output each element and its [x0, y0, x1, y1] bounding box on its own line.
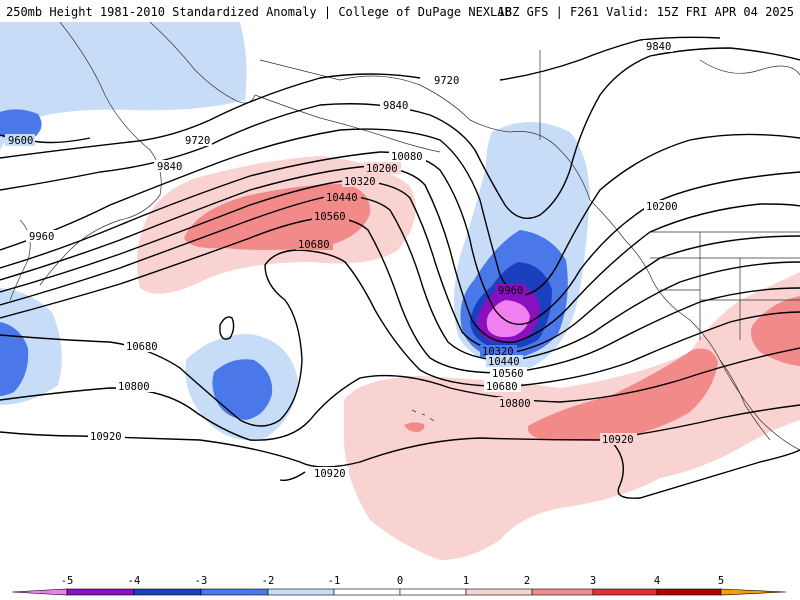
contour-10680-main — [0, 249, 800, 427]
model-run-info: 18Z GFS | F261 Valid: 15Z FRI APR 04 202… — [497, 5, 794, 19]
colorbar-swatch-zero-neg — [333, 588, 401, 596]
neg-anomaly-trough-m5 — [486, 300, 530, 338]
contour-10320 — [0, 179, 800, 353]
contour-10800 — [0, 347, 800, 441]
colorbar-tick: -1 — [328, 575, 341, 587]
contour-10440 — [0, 195, 800, 361]
colorbar-swatch-p4 — [656, 588, 722, 596]
hudson-bay-coast — [699, 59, 800, 76]
colorbar-tick: -2 — [262, 575, 275, 587]
aleutian-chain — [254, 94, 441, 153]
baja-coast — [719, 359, 771, 441]
height-contours — [0, 36, 800, 499]
neg-anomaly-west-core — [0, 322, 29, 396]
colorbar-swatch-m4 — [66, 588, 135, 596]
contour-label: 9840 — [646, 41, 671, 53]
contour-label: 10800 — [118, 381, 150, 393]
contour-label: 10800 — [499, 398, 531, 410]
contour-label: 10920 — [314, 468, 346, 480]
contour-label: 10320 — [344, 176, 376, 188]
colorbar-swatch-zero-pos — [399, 588, 467, 596]
contour-label: 9840 — [383, 100, 408, 112]
map-header: 250mb Height 1981-2010 Standardized Anom… — [0, 0, 800, 22]
hawaii-islands — [411, 409, 435, 422]
contour-10920-main — [0, 404, 800, 468]
colorbar-swatch-p1 — [465, 588, 533, 596]
contour-label: 10440 — [488, 356, 520, 368]
contour-label: 10200 — [646, 201, 678, 213]
colorbar-swatch-m1 — [267, 588, 335, 596]
neg-anomaly-northwest — [0, 22, 247, 150]
colorbar-tick: 5 — [718, 575, 724, 587]
contour-label: 9960 — [29, 231, 54, 243]
colorbar-tick: 3 — [590, 575, 596, 587]
neg-anomaly-cutoff-core — [212, 359, 273, 420]
alaska-coast — [259, 59, 591, 201]
contour-label: 9720 — [185, 135, 210, 147]
contour-label: 9600 — [8, 135, 33, 147]
pos-anomaly-ridge-core — [184, 184, 371, 250]
contour-label: 10680 — [298, 239, 330, 251]
colorbar-tick: 4 — [654, 575, 660, 587]
bc-coast — [589, 199, 761, 421]
colorbar-swatches — [11, 588, 787, 596]
pos-anomaly-small-spot — [404, 422, 425, 432]
contour-label: 10920 — [602, 434, 634, 446]
contour-label: 10440 — [326, 192, 358, 204]
colorbar-tick: 1 — [463, 575, 469, 587]
colorbar-swatch-m5 — [11, 588, 68, 596]
contour-9720-east — [499, 36, 721, 81]
height-anomaly-map: 9600 9720 9720 9840 9840 9840 9960 9960 … — [0, 22, 800, 572]
colorbar-tick: 0 — [397, 575, 403, 587]
contour-9840-west — [0, 47, 800, 219]
contour-10200 — [0, 165, 800, 344]
neg-anomaly-northwest-core — [0, 109, 42, 139]
anomaly-shading — [0, 22, 800, 560]
contour-label: 10920 — [90, 431, 122, 443]
pos-anomaly-east-core — [751, 296, 800, 366]
colorbar-tick: -3 — [195, 575, 208, 587]
contour-label: 9840 — [157, 161, 182, 173]
us-state-lines — [650, 232, 800, 340]
colorbar-swatch-p2 — [531, 588, 594, 596]
colorbar-swatch-p3 — [592, 588, 658, 596]
contour-label: 10560 — [492, 368, 524, 380]
asia-coast — [39, 22, 162, 286]
map-title: 250mb Height 1981-2010 Standardized Anom… — [6, 5, 512, 19]
contour-10920-south — [279, 439, 800, 499]
contour-label: 10680 — [126, 341, 158, 353]
colorbar-tick: -5 — [61, 575, 74, 587]
contour-10080 — [0, 151, 800, 325]
contour-9960 — [0, 128, 800, 296]
colorbar-swatch-m3 — [133, 588, 202, 596]
colorbar-tick: 2 — [524, 575, 530, 587]
contour-label: 10080 — [391, 151, 423, 163]
contour-label: 9720 — [434, 75, 459, 87]
contour-10680-loop — [219, 316, 235, 340]
anomaly-colorbar: -5 -4 -3 -2 -1 0 1 2 3 4 5 — [0, 572, 800, 600]
colorbar-swatch-m2 — [200, 588, 269, 596]
mexico-coast — [759, 419, 800, 451]
colorbar-ticks: -5 -4 -3 -2 -1 0 1 2 3 4 5 — [61, 575, 724, 587]
colorbar-tick: -4 — [128, 575, 141, 587]
contour-label: 9960 — [498, 285, 523, 297]
contour-labels: 9600 9720 9720 9840 9840 9840 9960 9960 … — [5, 40, 681, 480]
contour-10560 — [0, 217, 800, 374]
contour-label: 10200 — [366, 163, 398, 175]
contour-label: 10680 — [486, 381, 518, 393]
contour-label: 10560 — [314, 211, 346, 223]
colorbar-swatch-p5 — [720, 588, 787, 596]
contour-9720-west — [0, 73, 421, 159]
